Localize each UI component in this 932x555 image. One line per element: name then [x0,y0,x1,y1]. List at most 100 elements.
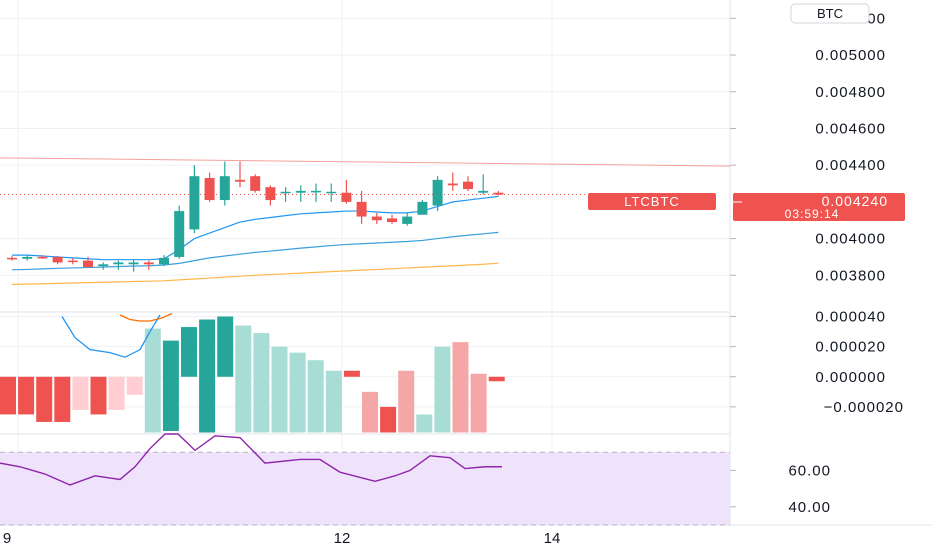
candle[interactable] [371,212,382,224]
candle[interactable] [37,255,48,259]
candle-body [447,183,458,186]
candle[interactable] [174,205,185,259]
time-axis-label: 9 [3,530,11,547]
price-axis-label: 0.004000 [815,231,886,248]
symbol-label-box [588,193,716,210]
macd-signal-line[interactable] [119,312,173,322]
macd-histogram-bar[interactable] [470,373,487,433]
candle[interactable] [250,174,261,193]
macd-histogram-bar[interactable] [271,346,288,433]
time-axis[interactable]: 9 12 14 [3,530,561,547]
candle[interactable] [387,214,397,224]
candle-body [402,216,413,224]
candle[interactable] [463,176,473,191]
symbol-label-text: LTCBTC [624,194,680,209]
price-pane[interactable] [0,157,731,286]
candle[interactable] [128,259,139,272]
macd-histogram-bar[interactable] [380,406,397,433]
candle-body [113,262,124,265]
macd-histogram-bar[interactable] [416,414,433,433]
macd-histogram-bar[interactable] [289,352,306,433]
macd-histogram-bar[interactable] [307,360,324,433]
candle-body [219,176,230,201]
candle-body [83,260,93,268]
currency-badge[interactable]: BTC [790,3,870,24]
macd-histogram-bar[interactable] [434,346,451,433]
macd-histogram-bar[interactable] [126,376,143,395]
rsi-line[interactable] [0,433,502,486]
candle[interactable] [189,165,200,234]
candle[interactable] [143,260,154,270]
macd-histogram-bar[interactable] [72,376,89,410]
price-axis-label: 0.004600 [815,120,886,137]
candle[interactable] [265,185,276,206]
candle[interactable] [326,183,337,202]
candle[interactable] [204,172,215,202]
macd-histogram-bar[interactable] [253,333,270,433]
macd-histogram-bar[interactable] [90,376,107,415]
macd-signal-line[interactable] [61,314,161,358]
macd-histogram-bar[interactable] [181,327,197,377]
macd-histogram-bar[interactable] [452,342,469,433]
macd-histogram-bar[interactable] [108,376,125,410]
macd-pane[interactable] [0,312,505,433]
macd-histogram-bar[interactable] [144,328,161,433]
candle-body [52,256,63,263]
candle-body [280,191,291,194]
candle-body [417,201,428,215]
trendline[interactable] [0,157,731,167]
macd-histogram-bar[interactable] [199,319,216,433]
candle[interactable] [219,161,230,206]
symbol-label[interactable]: LTCBTC [588,193,716,210]
macd-histogram-bar[interactable] [54,376,71,422]
candle[interactable] [478,174,489,195]
candle[interactable] [295,185,306,202]
macd-histogram-bar[interactable] [36,376,53,422]
last-price-label[interactable]: 0.004240 03:59:14 [733,193,905,221]
candle-body [159,257,169,265]
macd-histogram-bar[interactable] [325,370,342,433]
rsi-pane[interactable] [0,433,730,526]
candle[interactable] [22,255,33,261]
candle-body [37,256,48,259]
candle-body [463,181,473,190]
candle[interactable] [356,190,367,224]
moving-average-line[interactable] [11,231,499,271]
candle[interactable] [447,172,458,191]
candle[interactable] [417,200,428,215]
candle-body [250,176,261,191]
macd-histogram-bar[interactable] [488,376,505,382]
moving-average-line[interactable] [12,195,499,261]
macd-histogram-bar[interactable] [343,370,360,377]
time-axis-label: 14 [544,530,561,547]
currency-badge-label: BTC [817,6,843,21]
candle[interactable] [52,256,63,265]
candle[interactable] [67,257,78,265]
candle[interactable] [402,212,413,226]
candle[interactable] [159,255,169,267]
rsi-axis-label: 40.00 [788,499,831,516]
candle[interactable] [311,183,321,202]
last-price-label-box [733,193,905,221]
macd-histogram-bar[interactable] [0,376,16,415]
candle[interactable] [83,256,93,268]
candle[interactable] [235,161,245,188]
candle[interactable] [113,260,124,270]
candle[interactable] [280,187,291,202]
candle[interactable] [432,176,443,212]
candle-body [235,179,245,182]
candle[interactable] [98,262,109,270]
macd-histogram-bar[interactable] [217,316,234,377]
macd-histogram-bar[interactable] [18,376,35,415]
price-axis[interactable]: 0.0052000.0050000.0048000.0046000.004400… [730,10,904,516]
macd-histogram-bar[interactable] [162,340,179,431]
candle[interactable] [341,179,352,204]
moving-average-line[interactable] [11,262,499,286]
macd-histogram-bar[interactable] [362,391,378,433]
candle[interactable] [7,256,17,261]
macd-histogram-bar[interactable] [398,370,415,433]
macd-histogram-bar[interactable] [235,325,252,433]
candle[interactable] [493,190,504,196]
